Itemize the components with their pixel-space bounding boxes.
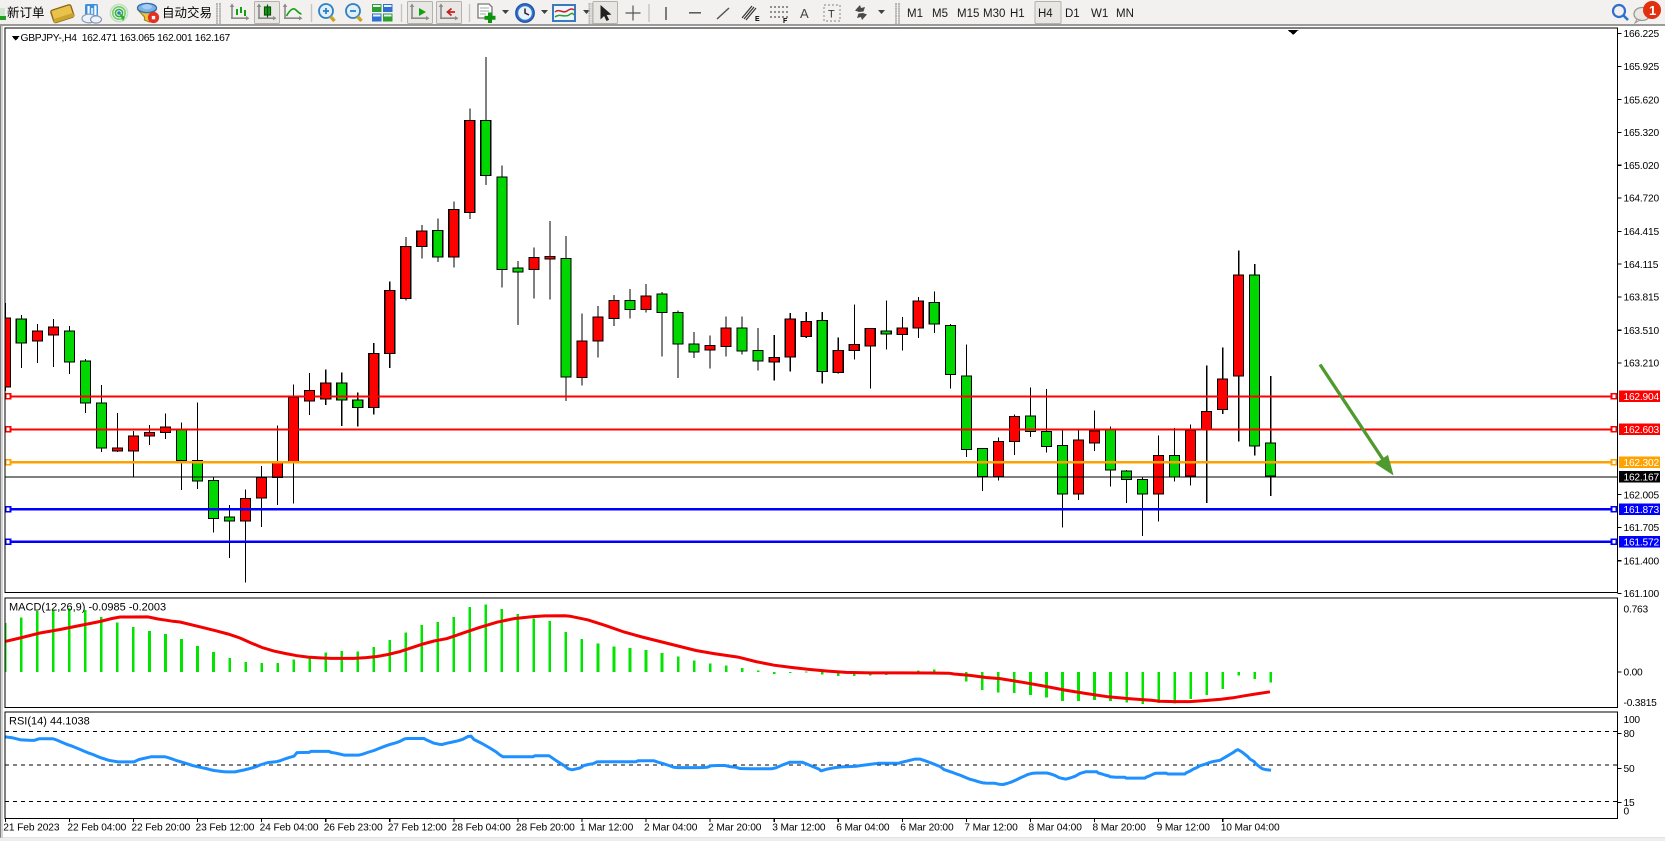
svg-text:166.225: 166.225 <box>1624 29 1660 40</box>
svg-text:10 Mar 04:00: 10 Mar 04:00 <box>1221 823 1280 834</box>
svg-text:T: T <box>828 9 835 21</box>
svg-text:165.320: 165.320 <box>1624 128 1660 139</box>
svg-text:21 Feb 2023: 21 Feb 2023 <box>3 823 60 834</box>
svg-text:27 Feb 12:00: 27 Feb 12:00 <box>388 823 447 834</box>
svg-text:161.100: 161.100 <box>1624 589 1660 600</box>
svg-text:80: 80 <box>1624 729 1635 740</box>
svg-text:0: 0 <box>1624 807 1630 818</box>
svg-text:163.815: 163.815 <box>1624 293 1660 304</box>
svg-text:6 Mar 20:00: 6 Mar 20:00 <box>900 823 954 834</box>
svg-text:A: A <box>800 6 809 21</box>
svg-text:22 Feb 20:00: 22 Feb 20:00 <box>131 823 190 834</box>
svg-text:162.603: 162.603 <box>1624 425 1660 436</box>
svg-text:M15: M15 <box>957 8 979 20</box>
svg-text:GBPJPY-,H4 162.471 163.065 16: GBPJPY-,H4 162.471 163.065 162.001 162.1… <box>21 33 231 44</box>
svg-text:28 Feb 04:00: 28 Feb 04:00 <box>452 823 511 834</box>
svg-text:H1: H1 <box>1010 8 1025 20</box>
svg-text:165.620: 165.620 <box>1624 95 1660 106</box>
svg-text:50: 50 <box>1624 764 1635 775</box>
svg-text:D1: D1 <box>1065 8 1080 20</box>
svg-text:3 Mar 12:00: 3 Mar 12:00 <box>772 823 826 834</box>
svg-text:自动交易: 自动交易 <box>162 5 212 20</box>
svg-text:163.210: 163.210 <box>1624 359 1660 370</box>
svg-text:15: 15 <box>1624 798 1635 809</box>
svg-text:100: 100 <box>1624 715 1641 726</box>
svg-text:162.167: 162.167 <box>1624 473 1660 484</box>
svg-text:F: F <box>783 18 788 25</box>
svg-text:6 Mar 04:00: 6 Mar 04:00 <box>836 823 890 834</box>
svg-text:7 Mar 12:00: 7 Mar 12:00 <box>964 823 1018 834</box>
svg-text:8 Mar 04:00: 8 Mar 04:00 <box>1029 823 1083 834</box>
svg-text:M30: M30 <box>983 8 1005 20</box>
svg-text:-0.3815: -0.3815 <box>1624 698 1658 709</box>
svg-text:162.302: 162.302 <box>1624 458 1660 469</box>
svg-text:E: E <box>755 16 760 23</box>
svg-text:24 Feb 04:00: 24 Feb 04:00 <box>260 823 319 834</box>
svg-text:W1: W1 <box>1091 8 1108 20</box>
svg-text:165.925: 165.925 <box>1624 62 1660 73</box>
svg-text:2 Mar 04:00: 2 Mar 04:00 <box>644 823 698 834</box>
svg-text:22 Feb 04:00: 22 Feb 04:00 <box>67 823 126 834</box>
svg-text:MN: MN <box>1116 8 1134 20</box>
svg-text:161.705: 161.705 <box>1624 523 1660 534</box>
svg-text:MACD(12,26,9) -0.0985 -0.2003: MACD(12,26,9) -0.0985 -0.2003 <box>9 602 166 614</box>
svg-text:0.763: 0.763 <box>1624 605 1649 616</box>
svg-text:1: 1 <box>1649 3 1656 18</box>
svg-text:RSI(14) 44.1038: RSI(14) 44.1038 <box>9 716 90 728</box>
svg-text:1 Mar 12:00: 1 Mar 12:00 <box>580 823 634 834</box>
svg-text:28 Feb 20:00: 28 Feb 20:00 <box>516 823 575 834</box>
svg-text:0.00: 0.00 <box>1624 668 1644 679</box>
svg-text:23 Feb 12:00: 23 Feb 12:00 <box>196 823 255 834</box>
svg-text:162.005: 162.005 <box>1624 490 1660 501</box>
svg-text:H4: H4 <box>1038 8 1053 20</box>
svg-text:162.904: 162.904 <box>1624 392 1660 403</box>
svg-text:8 Mar 20:00: 8 Mar 20:00 <box>1093 823 1147 834</box>
svg-text:163.510: 163.510 <box>1624 326 1660 337</box>
svg-text:164.115: 164.115 <box>1624 260 1659 271</box>
svg-text:165.020: 165.020 <box>1624 161 1660 172</box>
svg-text:M1: M1 <box>907 8 923 20</box>
svg-text:161.400: 161.400 <box>1624 556 1660 567</box>
svg-text:164.720: 164.720 <box>1624 194 1660 205</box>
svg-text:新订单: 新订单 <box>7 5 45 20</box>
svg-text:9 Mar 12:00: 9 Mar 12:00 <box>1157 823 1211 834</box>
svg-text:2 Mar 20:00: 2 Mar 20:00 <box>708 823 762 834</box>
svg-text:26 Feb 23:00: 26 Feb 23:00 <box>324 823 383 834</box>
svg-text:161.572: 161.572 <box>1624 538 1660 549</box>
svg-text:164.415: 164.415 <box>1624 227 1660 238</box>
svg-text:161.873: 161.873 <box>1624 505 1660 516</box>
svg-text:M5: M5 <box>932 8 948 20</box>
